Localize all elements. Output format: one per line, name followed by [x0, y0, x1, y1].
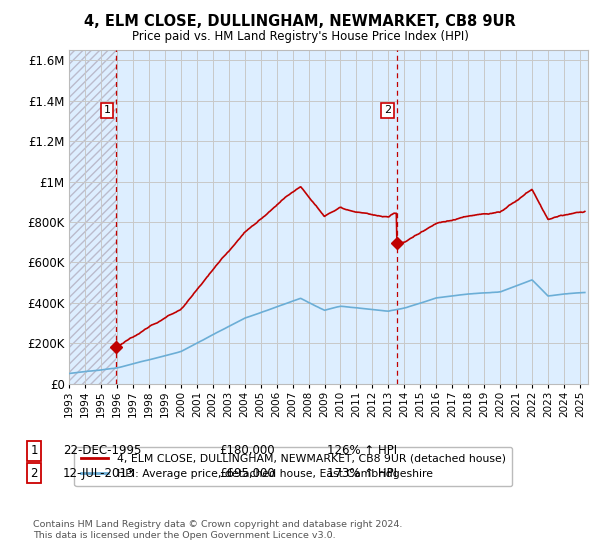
Text: 4, ELM CLOSE, DULLINGHAM, NEWMARKET, CB8 9UR: 4, ELM CLOSE, DULLINGHAM, NEWMARKET, CB8… — [84, 14, 516, 29]
Text: £180,000: £180,000 — [219, 444, 275, 458]
Bar — [69, 50, 116, 384]
Text: 2: 2 — [384, 105, 391, 115]
Text: 12-JUL-2013: 12-JUL-2013 — [63, 466, 135, 480]
Text: Price paid vs. HM Land Registry's House Price Index (HPI): Price paid vs. HM Land Registry's House … — [131, 30, 469, 43]
Text: 126% ↑ HPI: 126% ↑ HPI — [327, 444, 397, 458]
Text: 1: 1 — [31, 444, 38, 458]
Text: 22-DEC-1995: 22-DEC-1995 — [63, 444, 142, 458]
Text: 173% ↑ HPI: 173% ↑ HPI — [327, 466, 397, 480]
Text: 1: 1 — [103, 105, 110, 115]
Text: Contains HM Land Registry data © Crown copyright and database right 2024.
This d: Contains HM Land Registry data © Crown c… — [33, 520, 403, 540]
Legend: 4, ELM CLOSE, DULLINGHAM, NEWMARKET, CB8 9UR (detached house), HPI: Average pric: 4, ELM CLOSE, DULLINGHAM, NEWMARKET, CB8… — [74, 447, 512, 486]
Text: 2: 2 — [31, 466, 38, 480]
Text: £695,000: £695,000 — [219, 466, 275, 480]
